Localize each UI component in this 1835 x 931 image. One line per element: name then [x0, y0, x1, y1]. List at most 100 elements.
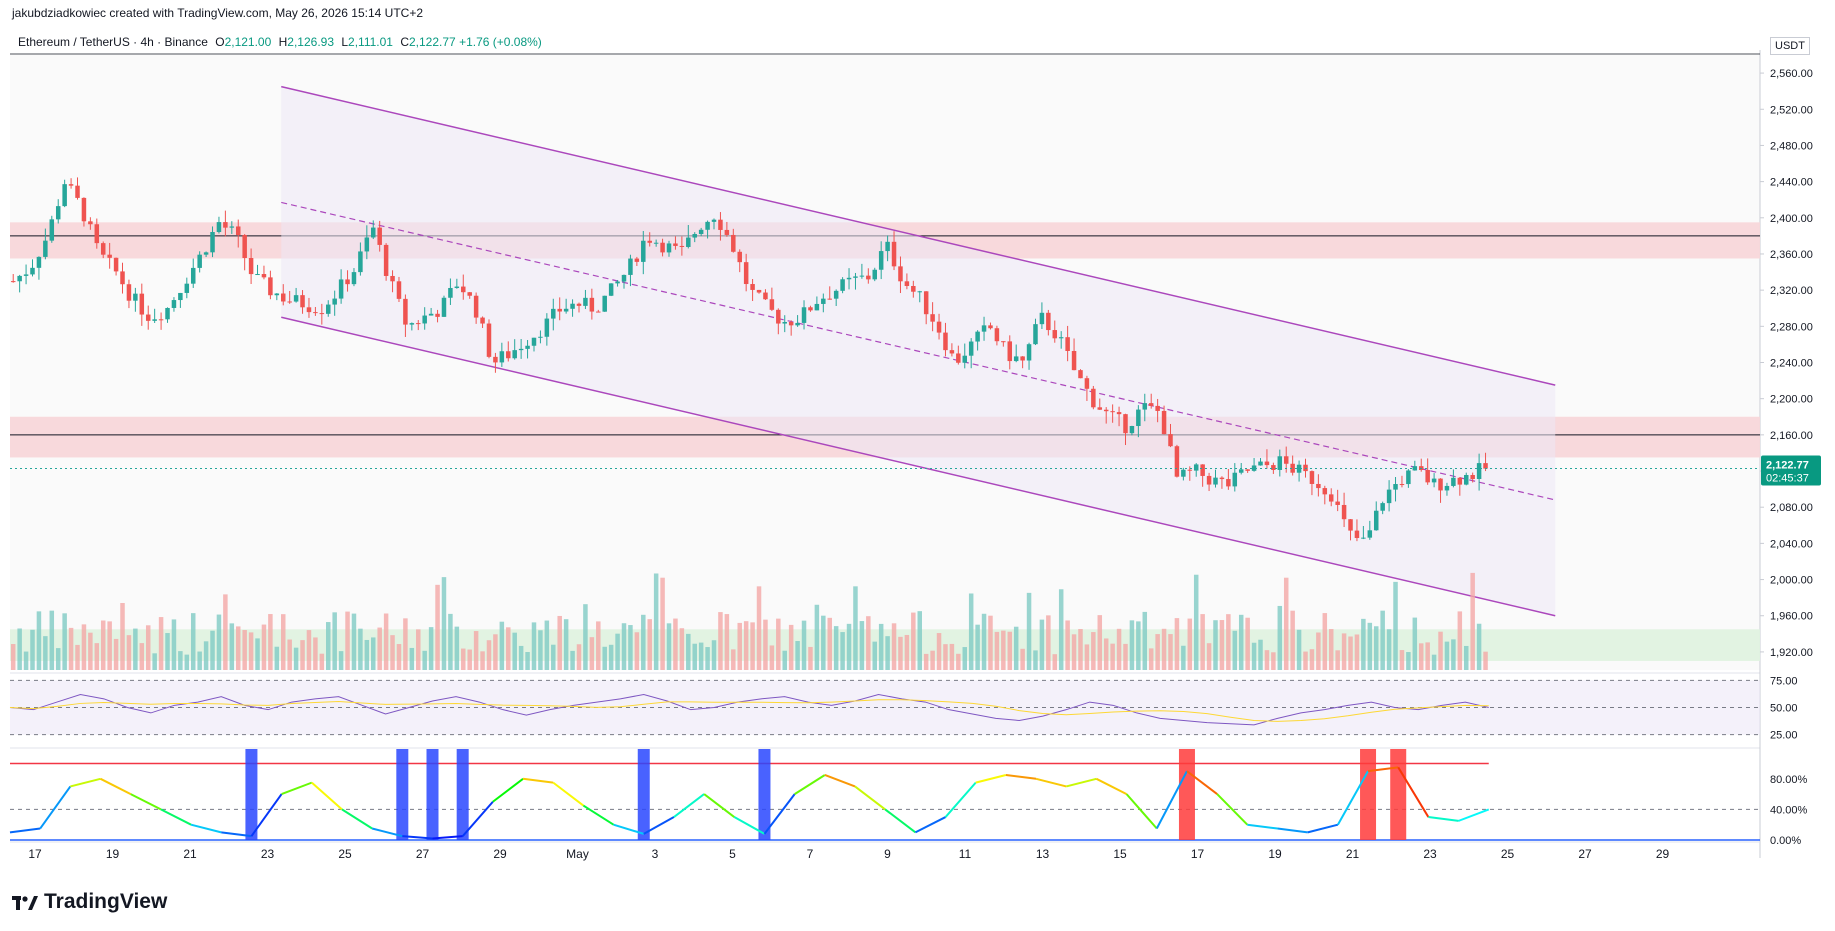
candle-body	[1168, 434, 1173, 447]
volume-bar	[1290, 610, 1295, 670]
volume-bar	[94, 643, 100, 670]
stoch-segment	[371, 827, 403, 838]
volume-bar	[1245, 617, 1250, 670]
volume-bar	[718, 612, 723, 670]
stoch-segment	[522, 777, 554, 784]
volume-bar	[686, 633, 691, 670]
volume-bar	[724, 614, 730, 670]
volume-bar	[975, 624, 980, 670]
candle-body	[1412, 466, 1418, 471]
x-tick-label: 23	[261, 847, 275, 861]
stoch-segment	[643, 816, 675, 835]
candle-body	[531, 337, 537, 346]
candle-body	[1399, 484, 1405, 486]
volume-bar	[801, 620, 807, 670]
stoch-segment	[1247, 823, 1278, 830]
x-tick-label: 17	[28, 847, 42, 861]
volume-bar	[711, 640, 717, 670]
stoch-segment	[763, 793, 796, 835]
volume-bar	[904, 634, 910, 670]
volume-bar	[1451, 639, 1456, 670]
volume-bar	[1110, 643, 1115, 670]
candle-body	[473, 295, 479, 318]
stoch-oversold-block	[637, 749, 650, 840]
stoch-segment	[492, 778, 524, 803]
stoch-overbought-block	[1390, 749, 1407, 840]
candle-body	[1361, 537, 1366, 539]
volume-bar	[673, 618, 678, 670]
volume-bar	[692, 643, 697, 670]
volume-bar	[319, 653, 325, 670]
candle-body	[596, 311, 601, 313]
candle-body	[628, 258, 633, 275]
volume-bar	[1444, 641, 1450, 670]
volume-bar	[570, 650, 575, 670]
candle-body	[866, 275, 871, 280]
candle-body	[602, 295, 607, 312]
volume-bar	[268, 614, 273, 670]
candle-body	[608, 283, 614, 296]
ohlc-legend: Ethereum / TetherUS · 4h · Binance O2,12…	[14, 34, 546, 50]
currency-label[interactable]: USDT	[1770, 37, 1810, 55]
volume-bar	[300, 640, 305, 670]
candle-body	[1438, 478, 1443, 491]
candle-body	[403, 298, 408, 325]
volume-bar	[653, 573, 659, 670]
volume-bar	[1174, 618, 1180, 670]
stoch-level-label: 80.00%	[1770, 774, 1808, 786]
candle-body	[814, 303, 820, 311]
volume-bar	[448, 613, 453, 670]
volume-bar	[248, 632, 254, 670]
price-badge-countdown: 02:45:37	[1766, 473, 1809, 485]
volume-bar	[1091, 632, 1096, 670]
volume-bar	[1039, 619, 1045, 670]
candle-body	[88, 221, 93, 225]
volume-bar	[911, 612, 916, 670]
rsi-level-label: 50.00	[1770, 703, 1798, 715]
volume-bar	[827, 617, 832, 670]
stoch-segment	[1005, 773, 1037, 780]
candle-body	[776, 309, 781, 324]
close-label: C	[400, 35, 409, 49]
volume-bar	[1483, 651, 1488, 670]
stoch-segment	[1336, 770, 1369, 826]
stoch-segment	[1155, 770, 1188, 829]
candle-body	[1065, 337, 1070, 351]
volume-bar	[280, 614, 286, 670]
volume-bar	[814, 604, 820, 670]
y-tick-label: 2,320.00	[1770, 285, 1813, 297]
stoch-overbought-block	[1178, 749, 1195, 840]
candle-body	[911, 286, 916, 292]
candle-body	[1136, 409, 1141, 427]
volume-bar	[1226, 614, 1231, 670]
volume-bar	[563, 619, 569, 670]
volume-bar	[120, 602, 125, 670]
volume-bar	[968, 593, 974, 670]
stoch-segment	[402, 835, 433, 840]
volume-bar	[1046, 615, 1051, 670]
candle-body	[962, 355, 968, 363]
candle-body	[287, 301, 292, 303]
stoch-oversold-block	[758, 749, 771, 840]
candle-body	[1444, 485, 1450, 491]
stoch-segment	[1035, 777, 1067, 788]
high-value: 2,126.93	[287, 35, 335, 49]
candle-body	[280, 293, 286, 302]
symbol-name[interactable]: Ethereum / TetherUS · 4h · Binance	[18, 35, 208, 49]
volume-bar	[731, 649, 736, 670]
volume-bar	[261, 624, 267, 670]
stoch-segment	[1428, 816, 1459, 822]
candle-body	[1026, 344, 1032, 361]
candle-body	[1271, 465, 1276, 470]
candle-body	[512, 350, 517, 359]
volume-bar	[923, 653, 929, 670]
volume-bar	[866, 616, 871, 670]
y-tick-label: 2,360.00	[1770, 249, 1813, 261]
candle-body	[1393, 484, 1398, 490]
candle-body	[525, 345, 530, 349]
candle-body	[583, 297, 588, 306]
candle-body	[975, 331, 980, 342]
volume-bar	[178, 651, 183, 670]
volume-bar	[210, 630, 215, 670]
